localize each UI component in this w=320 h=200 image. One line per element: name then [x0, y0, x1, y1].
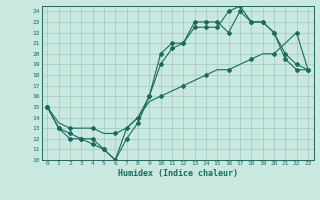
X-axis label: Humidex (Indice chaleur): Humidex (Indice chaleur) — [118, 169, 237, 178]
